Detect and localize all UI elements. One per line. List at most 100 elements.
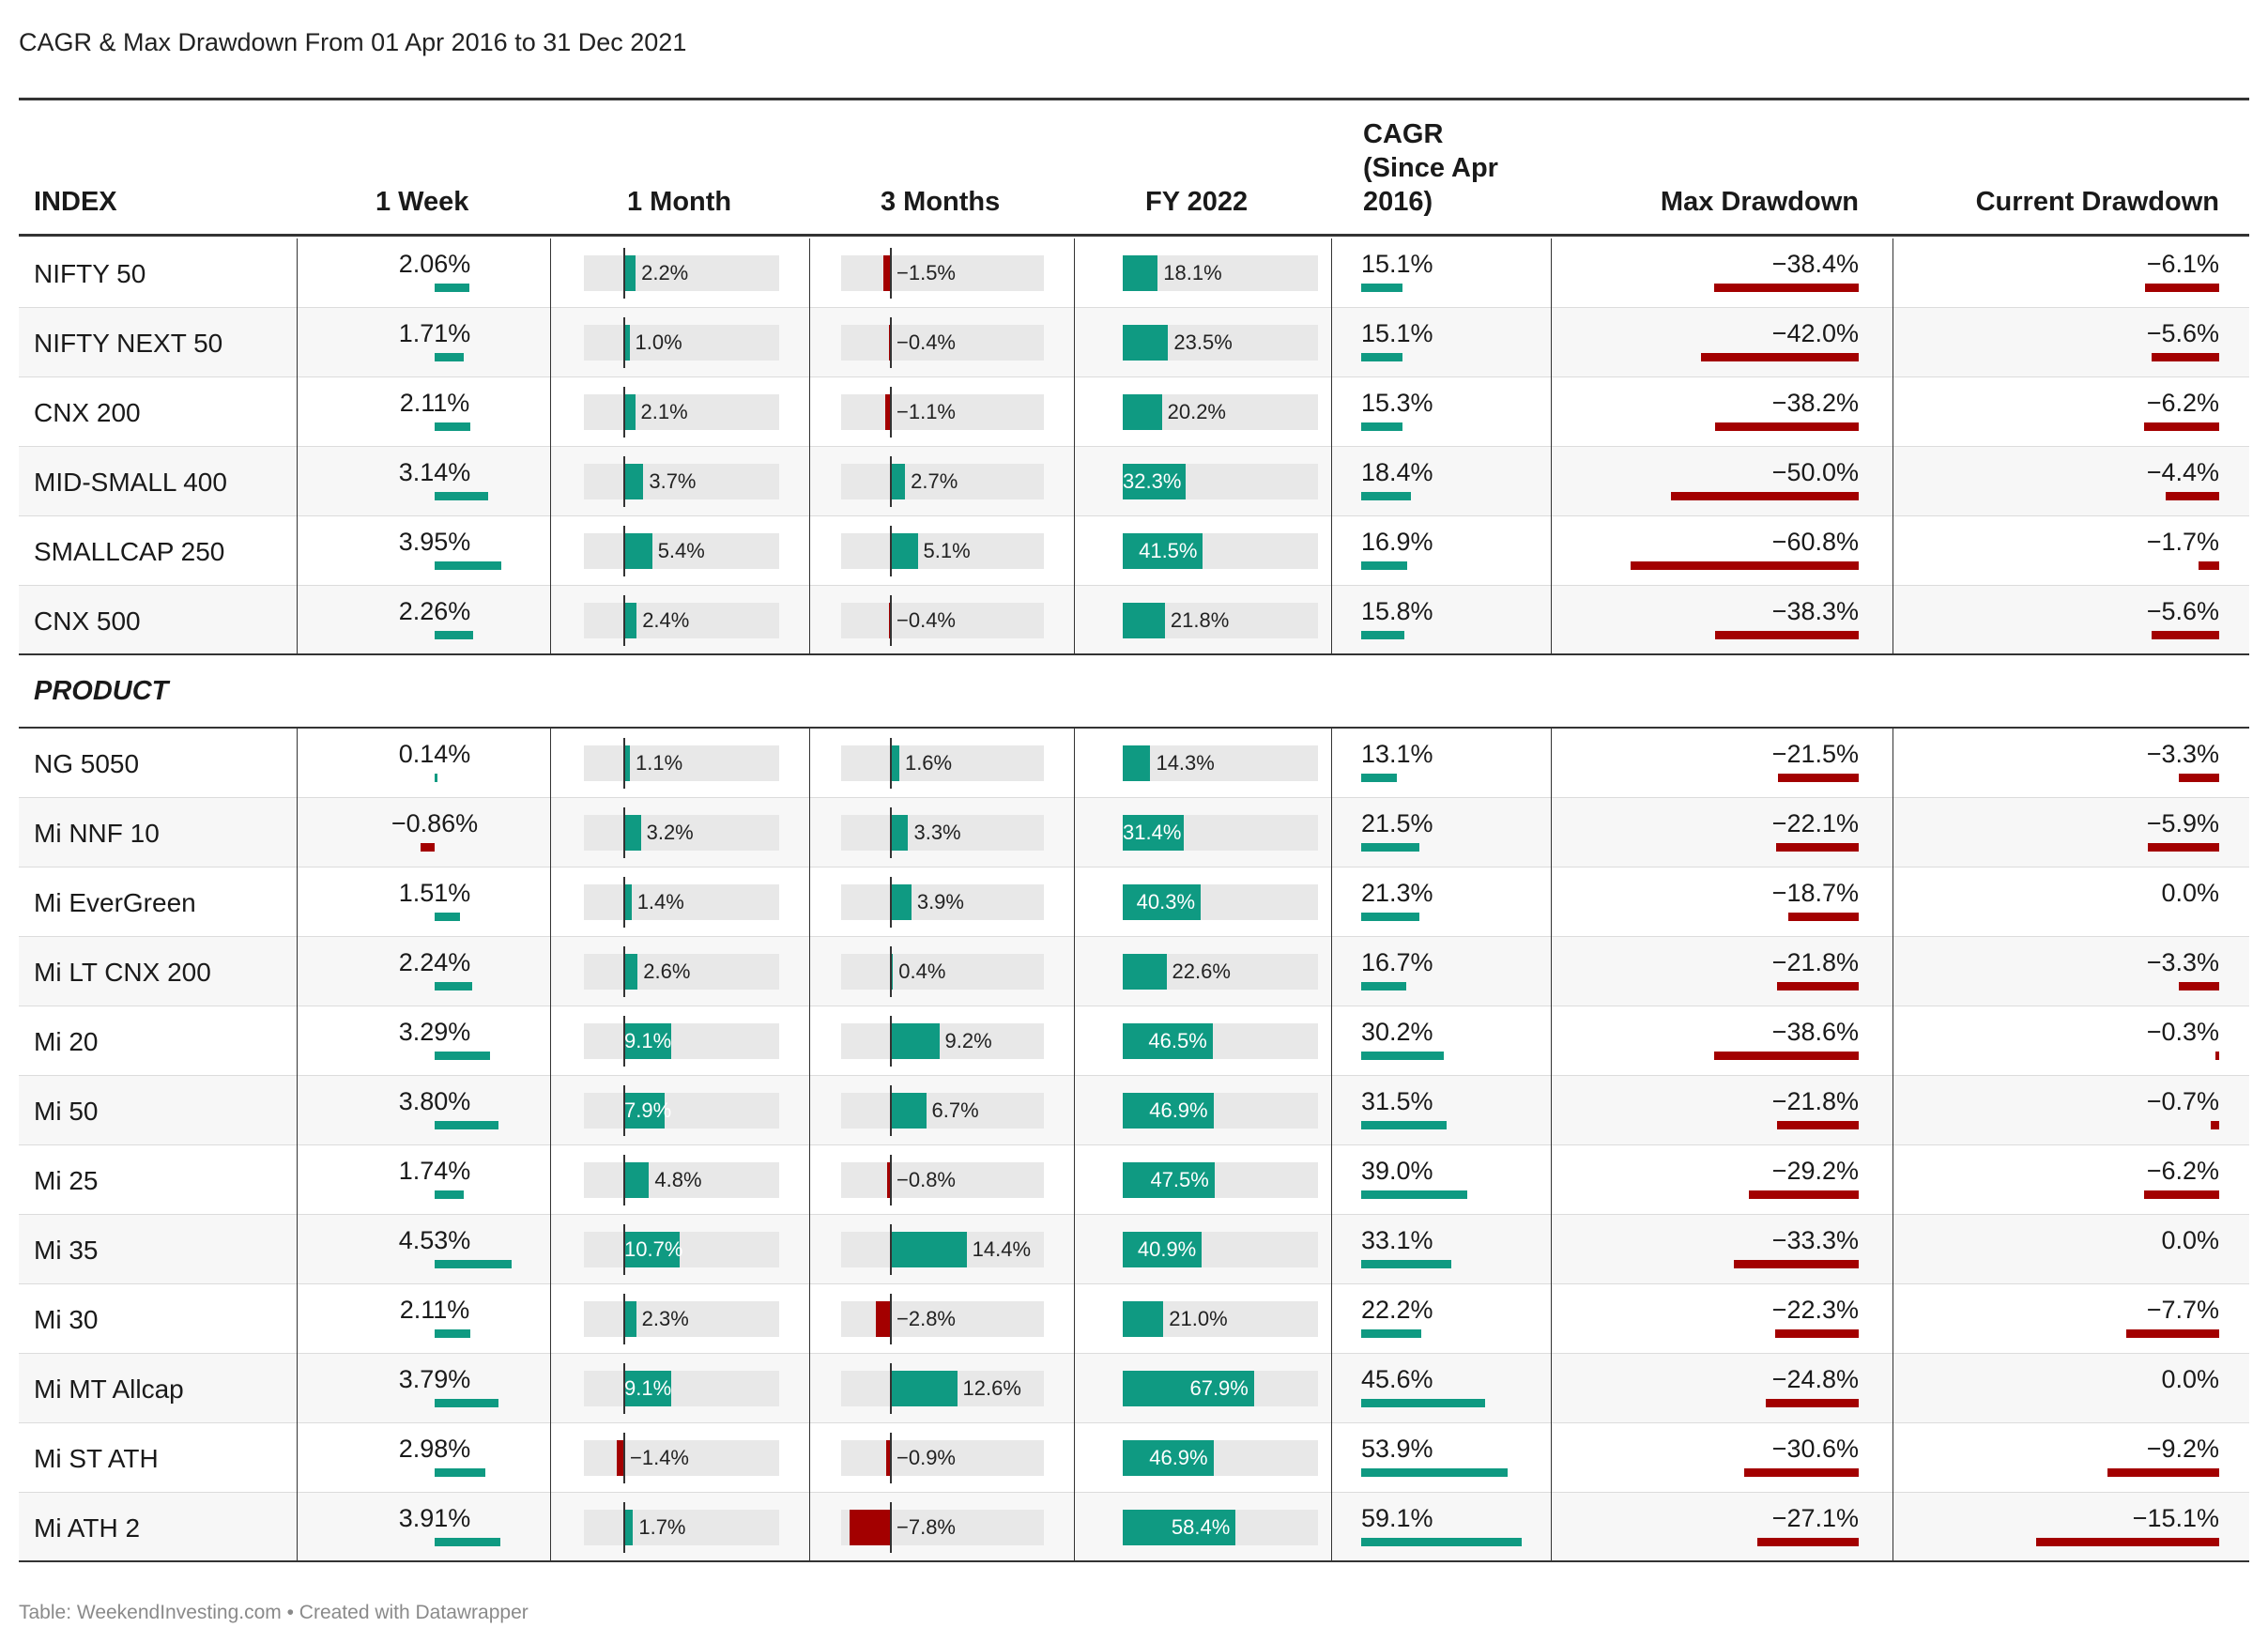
month-bar <box>624 1093 666 1129</box>
month-zero-axis <box>623 456 625 507</box>
column-separator <box>1074 729 1075 798</box>
curdd-bar <box>2125 1329 2219 1338</box>
month-bar <box>624 325 630 361</box>
column-separator <box>809 1076 810 1145</box>
curdd-value: −0.3% <box>2146 1018 2219 1046</box>
fy-bar <box>1123 884 1202 920</box>
column-separator <box>297 1215 298 1284</box>
header-1-month: 1 Month <box>627 187 732 217</box>
curdd-bar <box>2179 774 2219 782</box>
week-bar <box>435 913 461 921</box>
cagr-bar <box>1361 353 1402 361</box>
fy-bar <box>1123 603 1165 638</box>
column-separator <box>1074 308 1075 377</box>
m3-track <box>841 464 1044 499</box>
section-label: PRODUCT <box>34 676 169 706</box>
column-separator <box>809 729 810 798</box>
month-track <box>584 954 779 990</box>
cagr-value: 15.1% <box>1361 319 1433 347</box>
top-rule <box>19 98 2249 100</box>
curdd-value: −6.2% <box>2146 389 2219 417</box>
month-value: 2.4% <box>642 608 690 632</box>
fy-value: 21.0% <box>1169 1307 1228 1330</box>
week-value: 3.80% <box>398 1087 471 1115</box>
week-value: 3.29% <box>398 1018 471 1046</box>
column-separator <box>1331 729 1332 798</box>
maxdd-bar <box>1776 1121 1859 1129</box>
m3-value: 12.6% <box>962 1376 1021 1400</box>
month-value: 1.4% <box>636 890 684 914</box>
m3-value: 5.1% <box>923 539 971 562</box>
fy-value: 21.8% <box>1170 608 1230 632</box>
table-row: NIFTY 50 2.06% 2.2% −1.5% 18.1% 15.1% −38.4% −6… <box>19 238 2249 308</box>
row-name: SMALLCAP 250 <box>34 537 225 566</box>
month-zero-axis <box>623 1294 625 1344</box>
row-name: Mi ST ATH <box>34 1444 159 1473</box>
m3-value: −0.8% <box>896 1168 956 1191</box>
month-bar <box>624 533 652 569</box>
table-row: Mi 30 2.11% 2.3% −2.8% 21.0% 22.2% −22.3% −7.7% <box>19 1284 2249 1354</box>
cagr-value: 15.3% <box>1361 389 1433 417</box>
curdd-value: −6.2% <box>2146 1157 2219 1185</box>
m3-track <box>841 533 1044 569</box>
column-separator <box>809 868 810 937</box>
table-row: Mi ST ATH 2.98% −1.4% −0.9% 46.9% 53.9% −30.6%… <box>19 1423 2249 1493</box>
maxdd-bar <box>1775 843 1859 852</box>
week-value: 2.06% <box>398 250 471 278</box>
maxdd-value: −30.6% <box>1771 1435 1859 1463</box>
curdd-value: −1.7% <box>2146 528 2219 556</box>
month-bar <box>617 1440 624 1476</box>
m3-bar <box>891 954 894 990</box>
month-zero-axis <box>623 807 625 858</box>
month-zero-axis <box>623 1502 625 1553</box>
column-separator <box>809 1006 810 1076</box>
column-separator <box>809 1354 810 1423</box>
column-separator <box>1551 1493 1552 1562</box>
maxdd-value: −29.2% <box>1771 1157 1859 1185</box>
month-bar <box>624 255 636 291</box>
source-note: Table: WeekendInvesting.com • Created wi… <box>19 1602 529 1623</box>
column-separator <box>1331 868 1332 937</box>
m3-value: 2.7% <box>911 469 958 493</box>
m3-zero-axis <box>890 387 892 438</box>
column-separator <box>297 729 298 798</box>
fy-bar <box>1123 1162 1215 1198</box>
month-bar <box>624 1162 650 1198</box>
fy-bar <box>1123 1440 1214 1476</box>
fy-value: 18.1% <box>1163 261 1222 284</box>
curdd-value: −15.1% <box>2132 1504 2219 1532</box>
fy-value: 23.5% <box>1173 330 1233 354</box>
cagr-bar <box>1361 774 1397 782</box>
m3-zero-axis <box>890 456 892 507</box>
curdd-bar <box>2107 1468 2219 1477</box>
curdd-bar <box>2151 631 2219 639</box>
column-separator <box>297 1354 298 1423</box>
m3-zero-axis <box>890 877 892 928</box>
month-zero-axis <box>623 1363 625 1414</box>
maxdd-value: −38.4% <box>1771 250 1859 278</box>
m3-zero-axis <box>890 317 892 368</box>
column-separator <box>1551 1423 1552 1493</box>
month-zero-axis <box>623 595 625 646</box>
fy-bar <box>1123 325 1169 361</box>
week-bar <box>435 353 464 361</box>
column-separator <box>1551 729 1552 798</box>
month-value: 1.0% <box>635 330 682 354</box>
header-max-drawdown: Max Drawdown <box>1660 187 1859 217</box>
fy-value: 46.5% <box>1148 1029 1207 1052</box>
fy-value: 46.9% <box>1149 1098 1208 1122</box>
column-separator <box>1551 1006 1552 1076</box>
m3-bar <box>891 1232 967 1267</box>
column-separator <box>809 586 810 655</box>
m3-value: 0.4% <box>898 960 946 983</box>
column-separator <box>1551 1354 1552 1423</box>
fy-value: 40.3% <box>1136 890 1196 914</box>
cagr-value: 22.2% <box>1361 1296 1433 1324</box>
maxdd-bar <box>1765 1399 1859 1407</box>
row-name: Mi EverGreen <box>34 888 196 917</box>
column-separator <box>1074 937 1075 1006</box>
column-separator <box>297 1145 298 1215</box>
column-separator <box>1551 308 1552 377</box>
curdd-value: 0.0% <box>2161 1226 2219 1254</box>
curdd-value: 0.0% <box>2161 879 2219 907</box>
